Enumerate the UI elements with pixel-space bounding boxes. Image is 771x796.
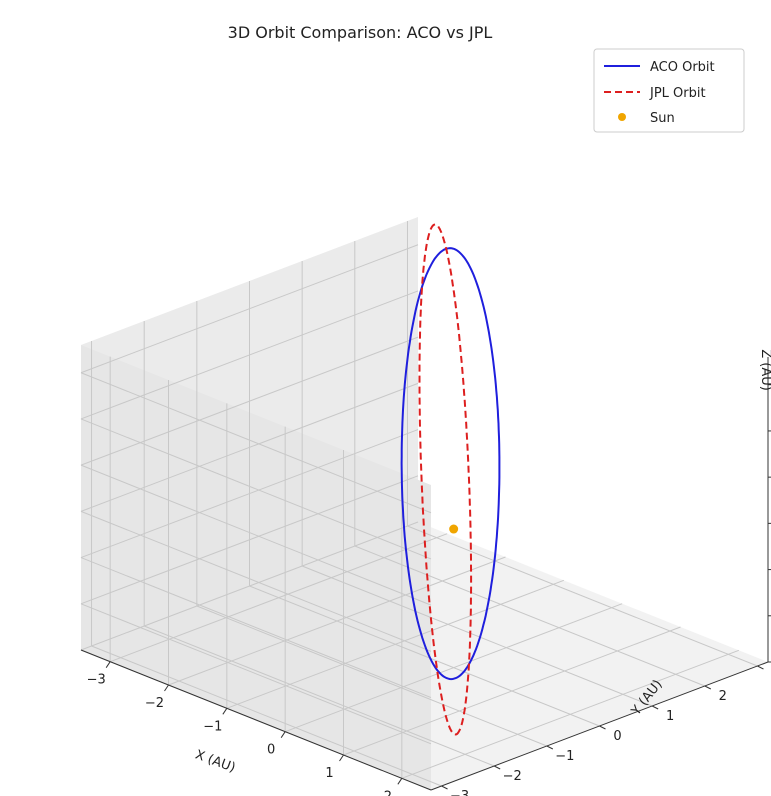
x-tick [105, 661, 111, 668]
grid-y-floor [407, 525, 758, 667]
x-tick [222, 708, 228, 715]
y-tick [599, 725, 606, 730]
y-tick-label: −2 [503, 769, 522, 784]
grid-z-back [80, 382, 419, 512]
y-tick [546, 745, 554, 750]
y-tick [493, 765, 501, 770]
grid-y-floor [196, 605, 548, 747]
grid-z-left [80, 603, 432, 745]
grid-z-back [80, 336, 419, 466]
y-tick-label: 0 [613, 729, 621, 744]
y-tick [651, 705, 659, 710]
legend-label-jpl: JPL Orbit [649, 86, 706, 101]
y-tick-label: −3 [450, 789, 469, 796]
grid-y-floor [91, 645, 442, 787]
legend-label-aco: ACO Orbit [650, 60, 715, 75]
y-tick [704, 685, 712, 690]
x-tick-label: 2 [384, 789, 392, 796]
grid-z-left [80, 418, 432, 560]
sun-point [449, 524, 459, 534]
x-tick-label: −2 [145, 696, 164, 711]
y-tick [441, 785, 448, 790]
grid-y-floor [144, 625, 495, 767]
x-tick [339, 754, 344, 762]
x-tick [164, 684, 169, 692]
y-tick [757, 665, 764, 670]
x-axis-line [80, 649, 432, 791]
grid-z-left [80, 557, 432, 699]
grid-y-floor [354, 545, 705, 687]
x-tick [397, 778, 403, 785]
x-tick-label: 1 [325, 766, 333, 781]
series-layer [400, 223, 501, 736]
grid-z-left [80, 510, 432, 652]
legend-label-sun: Sun [650, 111, 675, 126]
x-tick-label: −1 [203, 719, 222, 734]
grid-z-back [80, 429, 419, 559]
grid-z-back [80, 290, 419, 420]
x-axis-label: X (AU) [193, 748, 237, 776]
legend-marker-sun [618, 113, 626, 121]
grid-z-back [80, 475, 419, 605]
x-tick [280, 731, 286, 738]
y-tick-label: 1 [666, 709, 674, 724]
axes-panes [81, 217, 768, 790]
grid-z-left [80, 464, 432, 606]
y-tick-label: 2 [719, 689, 727, 704]
legend: ACO Orbit JPL Orbit Sun [593, 48, 745, 133]
axes-grid [80, 221, 758, 791]
grid-y-floor [249, 585, 600, 727]
grid-y-floor [301, 565, 653, 707]
jpl-orbit-line [418, 223, 473, 736]
z-axis-label: Z (AU) [758, 349, 771, 391]
legend-frame [593, 48, 745, 133]
y-tick-label: −1 [555, 749, 574, 764]
chart-title: 3D Orbit Comparison: ACO vs JPL [228, 23, 493, 42]
axis-ticks: −3−2−1012−3−2−10123−0.15−0.10−0.050.000.… [87, 384, 771, 796]
grid-z-back [80, 244, 419, 374]
grid-z-left [80, 372, 432, 514]
x-tick-label: 0 [267, 743, 275, 758]
grid-z-back [80, 521, 419, 651]
x-tick-label: −3 [87, 673, 106, 688]
